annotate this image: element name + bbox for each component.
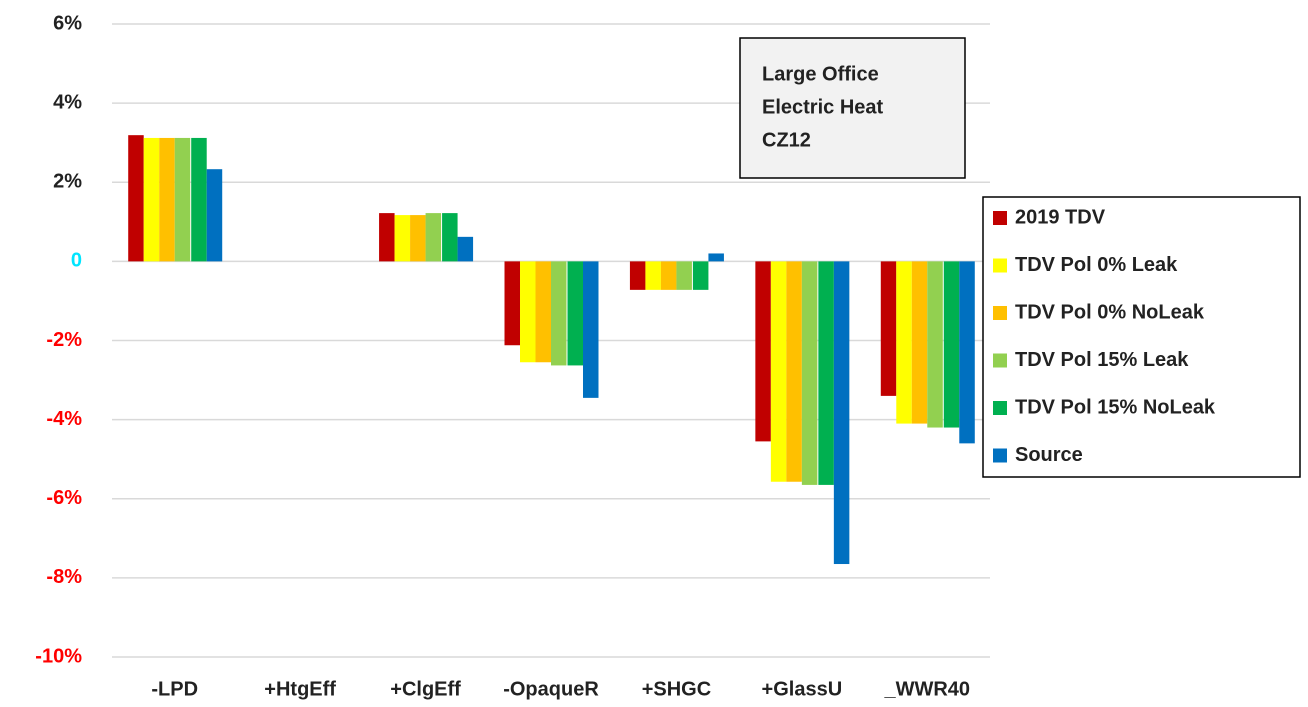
y-tick-label: 4%	[53, 91, 82, 113]
legend-box	[982, 196, 1301, 478]
legend-label: TDV Pol 0% Leak	[1015, 254, 1178, 276]
y-tick-label: 0	[71, 250, 82, 272]
x-tick-label: +HtgEff	[264, 678, 336, 700]
y-tick-label: -10%	[35, 645, 82, 667]
bar	[143, 137, 160, 262]
legend-swatch	[993, 258, 1007, 273]
bar	[535, 261, 551, 363]
bar	[520, 261, 536, 363]
bar	[927, 261, 943, 428]
y-tick-label: -2%	[46, 329, 82, 351]
bar	[786, 261, 802, 482]
x-tick-label: +ClgEff	[390, 678, 461, 700]
bar	[504, 261, 520, 346]
bar	[959, 261, 975, 444]
annotation-text: CZ12	[762, 129, 811, 151]
bar	[551, 261, 567, 366]
legend-label: 2019 TDV	[1015, 206, 1106, 228]
bar	[880, 261, 897, 396]
legend-swatch	[993, 211, 1007, 225]
y-tick-label: -4%	[46, 408, 82, 430]
bar	[425, 213, 442, 262]
annotation-box	[739, 37, 966, 179]
x-tick-label: +SHGC	[642, 678, 711, 700]
bar	[833, 261, 850, 565]
bar	[457, 236, 474, 262]
bar	[911, 261, 928, 424]
bar	[770, 261, 787, 482]
bar	[708, 253, 724, 262]
y-tick-label: 6%	[53, 12, 82, 34]
bar	[567, 261, 583, 366]
x-tick-label: -OpaqueR	[503, 678, 599, 700]
bar	[676, 261, 692, 290]
annotation-text: Electric Heat	[762, 96, 884, 118]
bar	[660, 261, 677, 290]
y-tick-label: -8%	[46, 566, 82, 588]
bar	[692, 261, 709, 290]
bar	[394, 215, 411, 262]
y-tick-label: -6%	[46, 487, 82, 509]
legend-swatch	[993, 353, 1007, 368]
x-tick-label: +GlassU	[762, 678, 843, 700]
x-tick-label: -LPD	[151, 678, 198, 700]
y-tick-label: 2%	[53, 171, 82, 193]
bar	[801, 261, 818, 485]
legend-label: TDV Pol 15% Leak	[1015, 349, 1189, 371]
bar	[583, 261, 599, 398]
x-tick-label: _WWR40	[883, 678, 970, 700]
bar	[818, 261, 834, 485]
bar	[645, 261, 661, 290]
bar	[379, 213, 395, 262]
bar	[410, 215, 426, 262]
bar	[896, 261, 912, 424]
bar	[755, 261, 771, 442]
bar	[128, 135, 144, 262]
bar	[206, 169, 223, 262]
bar	[629, 261, 646, 290]
bar	[442, 213, 458, 262]
bar	[159, 137, 175, 262]
legend-label: TDV Pol 15% NoLeak	[1015, 396, 1216, 418]
legend-swatch	[993, 401, 1007, 415]
bar	[191, 137, 207, 262]
legend-swatch	[993, 448, 1007, 463]
legend-label: TDV Pol 0% NoLeak	[1015, 301, 1205, 323]
annotation-text: Large Office	[762, 63, 879, 85]
legend-swatch	[993, 306, 1007, 320]
legend-label: Source	[1015, 444, 1083, 466]
bar	[174, 137, 191, 262]
bar	[943, 261, 960, 428]
